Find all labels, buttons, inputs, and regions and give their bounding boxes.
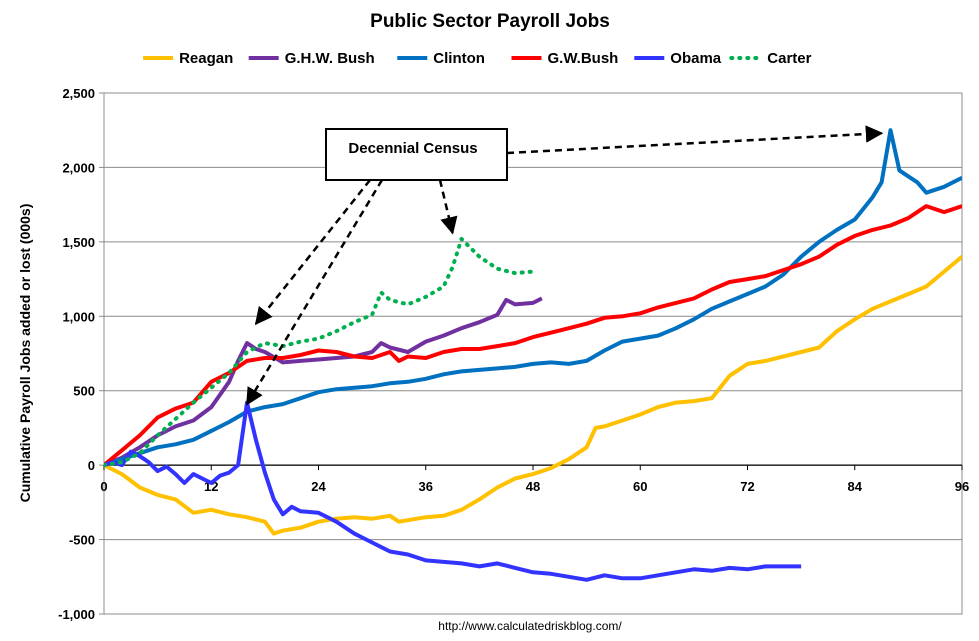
legend-label: Clinton: [433, 50, 485, 67]
x-axis: 0 12 24 36 48 60 72 84 96: [100, 464, 969, 494]
x-tick-label: 36: [419, 479, 433, 494]
legend-label: Obama: [670, 50, 722, 67]
x-tick-label: 96: [955, 479, 969, 494]
series-lines: [104, 128, 962, 582]
legend-label: Reagan: [179, 50, 233, 67]
x-tick-label: 0: [100, 479, 107, 494]
series-line-clinton: [104, 128, 962, 467]
legend-item-obama: Obama: [634, 50, 722, 67]
legend-item-clinton: Clinton: [397, 50, 485, 67]
source-url: http://www.calculatedriskblog.com/: [438, 619, 622, 633]
legend-item-g-h-w-bush: G.H.W. Bush: [248, 50, 375, 67]
y-tick-label: 1,500: [62, 235, 95, 250]
annotation-box: [325, 128, 508, 181]
series-line-obama: [104, 400, 802, 582]
y-axis-ticks: 2,500 2,000 1,500 1,000 500 0 -500 -1,000: [58, 86, 104, 622]
x-tick-label: 48: [526, 479, 540, 494]
annotation-arrow: [254, 179, 371, 326]
annotation-arrow: [245, 179, 384, 406]
series-line-reagan: [104, 255, 962, 536]
plot-area: [103, 92, 963, 615]
y-tick-label: 2,000: [62, 160, 95, 175]
legend-item-g-w-bush: G.W.Bush: [511, 50, 619, 67]
annotation-text: Decennial Census: [348, 140, 477, 157]
legend: Reagan G.H.W. Bush Clinton G.W.Bush Obama Car…: [143, 50, 812, 67]
y-tick-label: -500: [69, 533, 95, 548]
legend-label: G.W.Bush: [548, 50, 619, 67]
legend-label: G.H.W. Bush: [285, 50, 375, 67]
x-tick-label: 60: [633, 479, 647, 494]
series-line-g-h-w-bush: [104, 296, 543, 467]
legend-label: Carter: [767, 50, 811, 67]
y-tick-label: 1,000: [62, 309, 95, 324]
series-line-carter: [104, 236, 535, 468]
x-tick-label: 24: [311, 479, 326, 494]
y-tick-label: 0: [88, 458, 95, 473]
annotation-arrow: [506, 125, 884, 155]
y-tick-label: 2,500: [62, 86, 95, 101]
series-line-g-w-bush: [104, 204, 962, 467]
y-tick-label: 500: [73, 384, 95, 399]
annotation-arrows: [245, 125, 884, 406]
chart-title: Public Sector Payroll Jobs: [370, 11, 610, 32]
x-tick-label: 84: [848, 479, 863, 494]
legend-item-carter: Carter: [729, 50, 812, 67]
y-tick-label: -1,000: [58, 607, 95, 622]
decennial-census-annotation: Decennial Census: [245, 125, 884, 406]
annotation-arrow: [438, 179, 458, 235]
y-axis-label: Cumulative Payroll Jobs added or lost (0…: [17, 204, 33, 503]
legend-item-reagan: Reagan: [143, 50, 233, 67]
x-tick-label: 72: [740, 479, 754, 494]
